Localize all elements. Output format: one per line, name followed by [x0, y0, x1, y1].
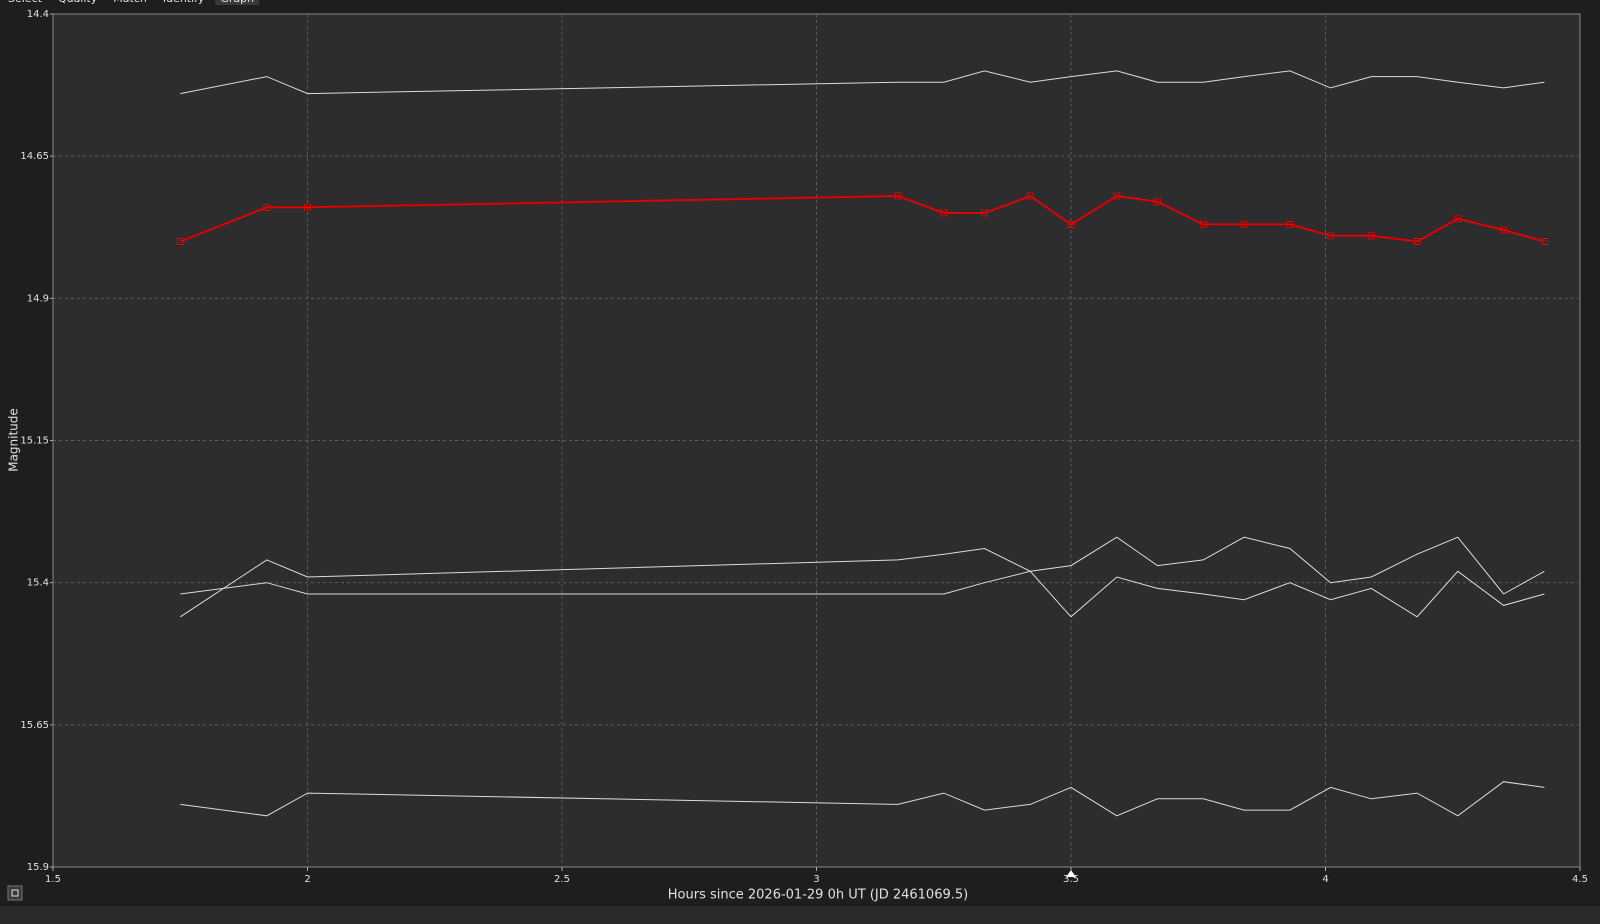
toggle-button[interactable]: [7, 885, 23, 901]
data-point: [1367, 232, 1375, 240]
x-tick-label: 2: [304, 874, 310, 885]
tab[interactable]: Graph: [220, 0, 254, 5]
y-axis-label: Magnitude: [7, 408, 21, 472]
data-point: [1327, 232, 1335, 240]
data-point: [1026, 192, 1034, 200]
data-point: [1413, 237, 1421, 245]
y-tick-label: 14.4: [27, 9, 49, 20]
data-point: [1154, 198, 1162, 206]
x-tick-label: 4.5: [1572, 874, 1588, 885]
toggle-icon: [11, 889, 19, 897]
x-axis-label: Hours since 2026-01-29 0h UT (JD 2461069…: [668, 888, 968, 903]
x-tick-label: 3.5: [1063, 874, 1079, 885]
tab-active: [215, 0, 260, 5]
data-point: [980, 209, 988, 217]
data-point: [263, 203, 271, 211]
series-line: [180, 536, 1545, 595]
y-tick-label: 15.65: [20, 720, 49, 731]
data-point: [1199, 220, 1207, 228]
status-bar: [0, 906, 1600, 924]
cursor-marker: [1066, 870, 1076, 877]
x-tick-label: 1.5: [45, 874, 61, 885]
y-tick-label: 15.4: [27, 578, 49, 589]
data-point: [894, 192, 902, 200]
data-point: [1540, 237, 1548, 245]
series-line: [180, 70, 1545, 95]
x-tick-label: 4: [1322, 874, 1328, 885]
y-tick-label: 15.9: [27, 862, 49, 873]
series-line: [180, 781, 1545, 817]
series-line: [180, 547, 1545, 618]
data-point: [1500, 226, 1508, 234]
x-tick-label: 2.5: [554, 874, 570, 885]
y-tick-label: 14.9: [27, 293, 49, 304]
series-line: [179, 194, 1545, 243]
data-point: [176, 237, 184, 245]
data-point: [304, 203, 311, 211]
data-point: [1113, 192, 1121, 200]
data-point: [1454, 215, 1462, 223]
tab-bar: Select Quality Match Identify Graph: [8, 0, 260, 5]
tab[interactable]: Identify: [163, 0, 205, 5]
data-point: [1286, 220, 1294, 228]
data-point: [940, 209, 948, 217]
data-point: [1067, 220, 1075, 228]
tab[interactable]: Select: [8, 0, 43, 5]
tab[interactable]: Match: [113, 0, 147, 5]
y-tick-label: 15.15: [20, 436, 49, 447]
data-point: [1240, 220, 1248, 228]
y-tick-label: 14.65: [20, 151, 49, 162]
tab[interactable]: Quality: [58, 0, 98, 5]
x-tick-label: 3: [813, 874, 819, 885]
